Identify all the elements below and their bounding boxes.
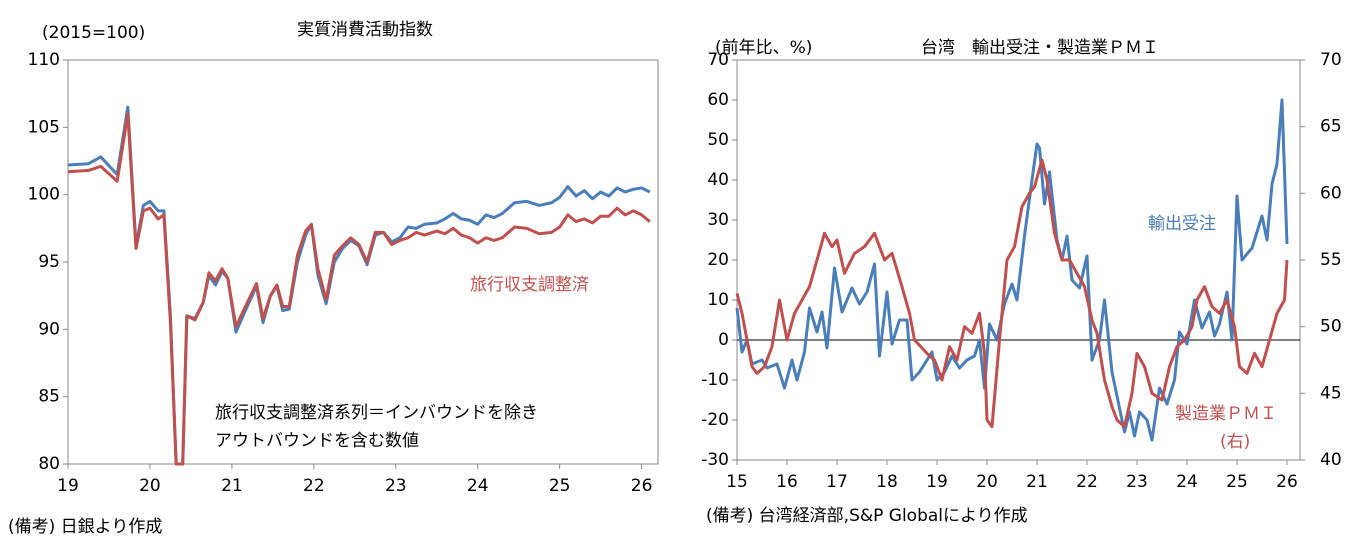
x-tick-label: 23 [385,476,407,496]
series-label: 製造業ＰＭＩ [1175,404,1277,424]
annotation: 旅行収支調整済系列＝インバウンドを除き [215,403,538,423]
note: (備考) 日銀より作成 [8,517,162,537]
y-tick-label: -30 [701,450,729,470]
annotation: (右) [1220,432,1250,452]
series-label: 輸出受注 [1148,214,1216,234]
x-tick-label: 24 [1176,472,1198,492]
y-tick-label: 90 [38,319,60,339]
annotation: アウトバウンドを含む数値 [215,431,419,451]
y2-tick-label: 65 [1320,117,1342,137]
x-tick-label: 21 [1026,472,1048,492]
y-tick-label: -10 [701,370,729,390]
y-tick-label: 20 [707,250,729,270]
y2-tick-label: 70 [1320,50,1342,70]
x-tick-label: 22 [303,476,325,496]
x-tick-label: 19 [57,476,79,496]
x-tick-label: 24 [467,476,489,496]
x-tick-label: 18 [876,472,898,492]
x-tick-label: 20 [139,476,161,496]
y-tick-label: 100 [28,185,60,205]
note: (備考) 台湾経済部,S&P Globalにより作成 [706,506,1028,526]
x-tick-label: 23 [1126,472,1148,492]
x-tick-label: 21 [221,476,243,496]
unit-label: (2015=100) [42,23,145,43]
y2-tick-label: 60 [1320,183,1342,203]
x-tick-label: 19 [926,472,948,492]
chart-title: 台湾 輸出受注・製造業ＰＭＩ [921,38,1159,58]
x-tick-label: 15 [726,472,748,492]
y-tick-label: 30 [707,210,729,230]
y-tick-label: 105 [28,117,60,137]
x-tick-label: 20 [976,472,998,492]
x-tick-label: 25 [1226,472,1248,492]
x-tick-label: 26 [631,476,653,496]
y-tick-label: 70 [707,50,729,70]
series-line [735,98,1289,442]
y-tick-label: 0 [718,330,729,350]
y-tick-label: 95 [38,252,60,272]
y-tick-label: 80 [38,454,60,474]
y-tick-label: 50 [707,130,729,150]
x-tick-label: 17 [826,472,848,492]
unit-label: (前年比、%) [715,38,812,58]
y-tick-label: 110 [28,50,60,70]
y2-tick-label: 55 [1320,250,1342,270]
y-tick-label: 10 [707,290,729,310]
plot-frame [736,59,1301,461]
chart-title: 実質消費活動指数 [297,20,433,40]
x-tick-label: 22 [1076,472,1098,492]
x-tick-label: 26 [1276,472,1298,492]
series-line [735,158,1289,429]
x-tick-label: 25 [549,476,571,496]
x-tick-label: 16 [776,472,798,492]
y-tick-label: 60 [707,90,729,110]
y-tick-label: -20 [701,410,729,430]
series-label: 旅行収支調整済 [470,275,589,295]
y-tick-label: 85 [38,387,60,407]
y2-tick-label: 40 [1320,450,1342,470]
y2-tick-label: 45 [1320,383,1342,403]
series-line [67,112,651,466]
y-tick-label: 40 [707,170,729,190]
y2-tick-label: 50 [1320,317,1342,337]
